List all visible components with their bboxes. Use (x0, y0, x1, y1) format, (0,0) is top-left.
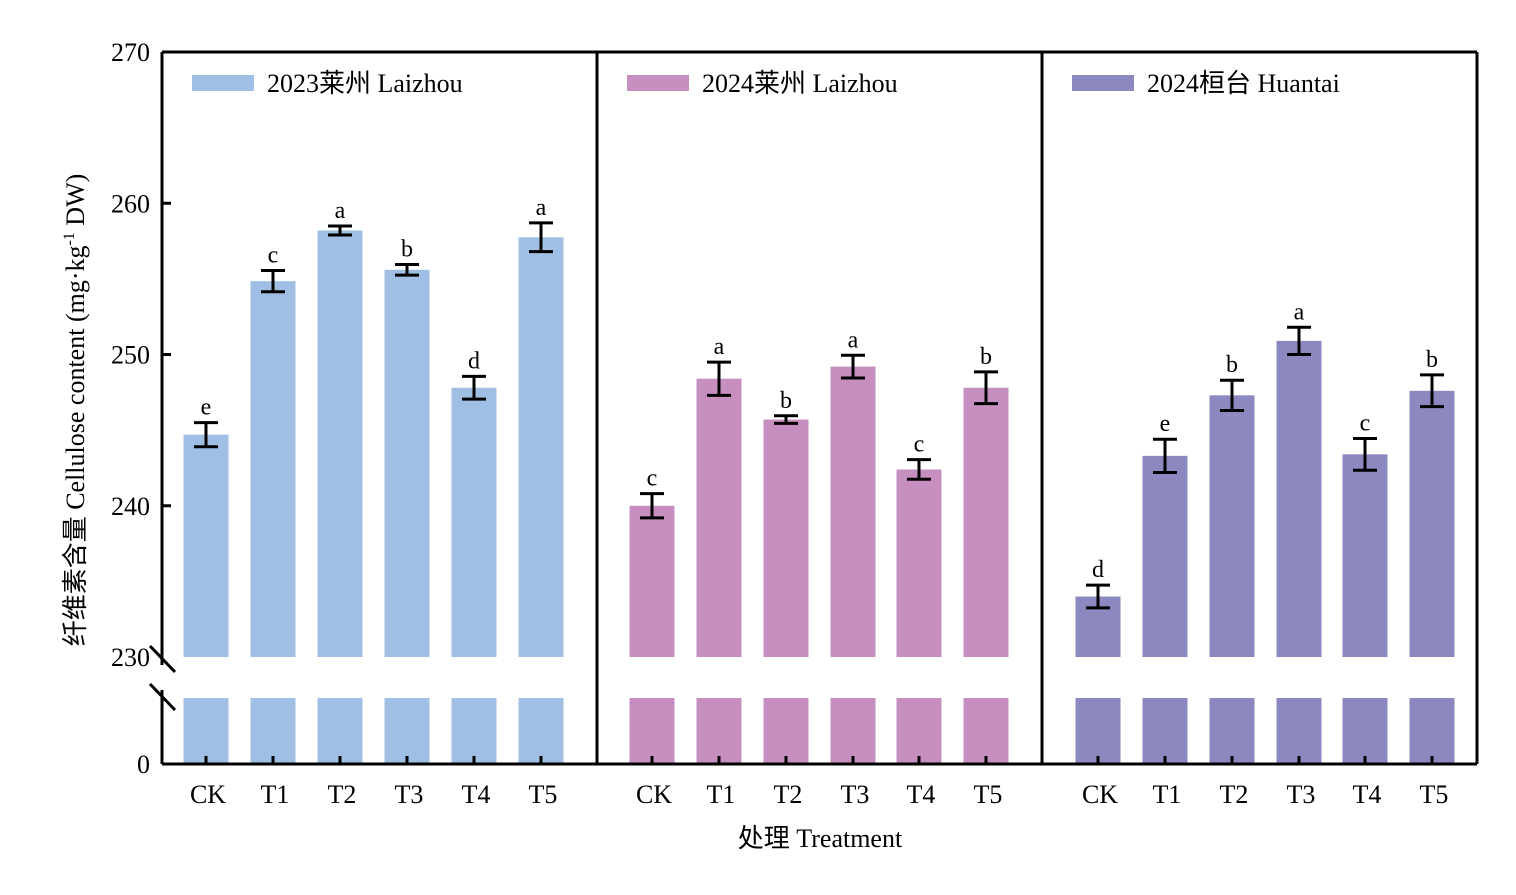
x-tick-label: T1 (261, 780, 290, 809)
x-tick-label: CK (190, 780, 226, 809)
significance-letter: c (268, 243, 279, 269)
significance-letter: a (848, 327, 859, 353)
x-tick-label: T3 (1287, 780, 1316, 809)
panels: 2023莱州 Laizhou e c a b d a 2024莱州 Laizhou c a b a c b… (183, 69, 1455, 764)
bar-t1 (696, 378, 742, 657)
bar-lower-t1 (1142, 698, 1188, 764)
bar-lower-t3 (384, 698, 430, 764)
panel-1: 2023莱州 Laizhou e c a b d a (183, 69, 564, 764)
significance-letter: e (1160, 411, 1171, 437)
bar-lower-ck (1075, 698, 1121, 764)
significance-letter: c (914, 432, 925, 458)
y-axis-title-main: 纤维素含量 Cellulose content (mg·kg (61, 246, 90, 647)
y-tick-label: 240 (111, 492, 150, 521)
significance-letter: d (468, 348, 480, 374)
x-tick-label: CK (636, 780, 672, 809)
significance-letter: c (1360, 410, 1371, 436)
y-axis-title-superscript: -1 (61, 232, 78, 245)
bar-lower-t3 (1276, 698, 1322, 764)
x-tick-label: T4 (907, 780, 936, 809)
legend-label: 2024桓台 Huantai (1147, 69, 1340, 98)
bar-t5 (518, 237, 564, 657)
legend-swatch (627, 75, 689, 91)
significance-letter: b (780, 388, 792, 414)
y-tick-label: 270 (111, 38, 150, 67)
x-tick-label: T3 (841, 780, 870, 809)
bar-t2 (763, 419, 809, 657)
bar-lower-t4 (896, 698, 942, 764)
legend-label: 2023莱州 Laizhou (267, 69, 463, 98)
bar-t3 (830, 366, 876, 657)
bar-lower-t2 (1209, 698, 1255, 764)
bar-lower-t2 (317, 698, 363, 764)
significance-letter: b (1426, 347, 1438, 373)
significance-letter: a (714, 334, 725, 360)
significance-letter: b (1226, 352, 1238, 378)
x-tick-label: T5 (529, 780, 558, 809)
bar-lower-t1 (250, 698, 296, 764)
x-tick-label: T5 (974, 780, 1003, 809)
x-tick-label: T4 (462, 780, 491, 809)
bar-lower-t2 (763, 698, 809, 764)
legend-swatch (1072, 75, 1134, 91)
x-tick-label: T4 (1353, 780, 1382, 809)
bar-lower-t5 (518, 698, 564, 764)
x-axis-title: 处理 Treatment (738, 824, 903, 853)
bar-ck (629, 505, 675, 657)
bar-t1 (250, 281, 296, 657)
bar-t2 (317, 230, 363, 657)
x-tick-label: T2 (1220, 780, 1249, 809)
panel-2: 2024莱州 Laizhou c a b a c b (627, 69, 1009, 764)
x-tick-label: CK (1082, 780, 1118, 809)
bar-ck (183, 434, 229, 657)
x-tick-label: T1 (707, 780, 736, 809)
bar-lower-t1 (696, 698, 742, 764)
x-tick-label: T2 (774, 780, 803, 809)
axis-break-mark (148, 682, 177, 712)
legend-swatch (192, 75, 254, 91)
bar-lower-t4 (1342, 698, 1388, 764)
bar-t4 (451, 387, 497, 657)
bar-t3 (384, 269, 430, 657)
bar-lower-ck (629, 698, 675, 764)
significance-letter: b (401, 237, 413, 263)
y-axis-title-tail: DW) (61, 174, 90, 232)
significance-letter: c (647, 466, 658, 492)
bar-lower-t5 (1409, 698, 1455, 764)
axes: CK T1 T2 T3 T4 T5 CK T1 T2 T3 T4 T5 CK T1 T2 T3 T4 T5 270 2… (111, 38, 1479, 809)
bar-t4 (1342, 454, 1388, 657)
significance-letter: e (201, 395, 212, 421)
y-axis-title: 纤维素含量 Cellulose content (mg·kg-1 DW) (61, 174, 90, 647)
significance-letter: d (1092, 557, 1104, 583)
x-tick-label: T3 (395, 780, 424, 809)
bar-lower-t3 (830, 698, 876, 764)
x-tick-label: T2 (328, 780, 357, 809)
axis-break-mark (148, 644, 177, 674)
bar-t2 (1209, 395, 1255, 657)
y-tick-label: 250 (111, 341, 150, 370)
bar-t4 (896, 469, 942, 657)
x-tick-label: T1 (1153, 780, 1182, 809)
bar-t3 (1276, 340, 1322, 657)
significance-letter: a (335, 198, 346, 224)
significance-letter: b (980, 344, 992, 370)
significance-letter: a (1294, 299, 1305, 325)
y-tick-label: 0 (137, 750, 150, 779)
bar-lower-ck (183, 698, 229, 764)
panel-3: 2024桓台 Huantai d e b a c b (1072, 69, 1455, 764)
legend-label: 2024莱州 Laizhou (702, 69, 898, 98)
bar-lower-t4 (451, 698, 497, 764)
bar-lower-t5 (963, 698, 1009, 764)
x-tick-label: T5 (1420, 780, 1449, 809)
significance-letter: a (536, 195, 547, 221)
bar-t1 (1142, 455, 1188, 657)
y-tick-label: 260 (111, 189, 150, 218)
y-tick-label: 230 (111, 643, 150, 672)
bar-t5 (1409, 390, 1455, 657)
bar-t5 (963, 387, 1009, 657)
